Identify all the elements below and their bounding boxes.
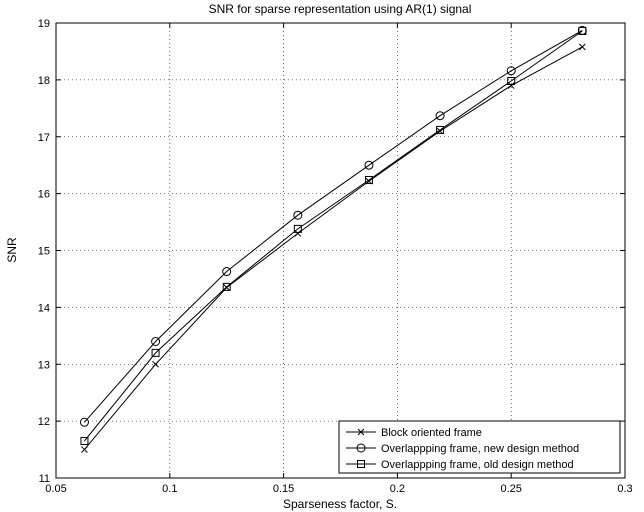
data-point: [79, 417, 89, 427]
data-point: [293, 210, 303, 220]
y-tick-label: 17: [38, 132, 50, 144]
axis-ticks: 0.05 0.1 0.15 0.2 0.25 0.3 11 12 13 14 15 16 17 18 19: [38, 18, 633, 495]
x-tick-label: 0.3: [617, 483, 632, 495]
data-point: [507, 82, 515, 89]
legend-marker: [357, 460, 365, 468]
y-tick-label: 16: [38, 189, 50, 201]
series-line: [84, 46, 583, 450]
x-tick-label: 0.15: [273, 483, 294, 495]
x-tick-label: 0.2: [390, 483, 405, 495]
data-point: [294, 230, 302, 237]
y-tick-label: 19: [38, 18, 50, 30]
data-point: [152, 360, 159, 368]
y-tick-label: 15: [38, 246, 50, 258]
data-point: [364, 160, 374, 170]
series-line: [84, 30, 583, 442]
y-axis-label: SNR: [5, 237, 19, 263]
legend-marker: [356, 443, 366, 453]
data-point: [364, 175, 373, 184]
y-tick-label: 14: [38, 302, 50, 314]
y-tick-label: 11: [39, 473, 50, 485]
legend-item: Block oriented frame: [346, 427, 482, 439]
legend-marker: [357, 428, 365, 436]
legend-label: Overlappping frame, old design method: [381, 459, 574, 471]
data-point: [151, 348, 160, 357]
data-point: [222, 282, 231, 291]
legend: Block oriented frame Overlappping frame, …: [338, 420, 621, 474]
data-point: [222, 267, 232, 277]
data-point: [507, 77, 516, 86]
y-tick-label: 13: [38, 359, 50, 371]
legend-item: Overlappping frame, old design method: [346, 459, 574, 471]
x-tick-label: 0.25: [500, 483, 521, 495]
data-point: [80, 437, 89, 446]
data-point: [578, 26, 587, 35]
data-point: [81, 446, 88, 453]
x-tick-label: 0.1: [162, 483, 177, 495]
data-point: [151, 337, 161, 346]
legend-label: Block oriented frame: [381, 427, 482, 439]
data-point: [436, 125, 445, 134]
legend-label: Overlappping frame, new design method: [381, 443, 579, 455]
data-point: [293, 224, 302, 233]
x-axis-label: Sparseness factor, S.: [283, 497, 397, 511]
data-point: [506, 66, 516, 76]
y-tick-label: 18: [38, 75, 50, 87]
series-line: [84, 29, 583, 423]
legend-box: [338, 420, 621, 474]
series-3: [80, 26, 587, 446]
chart-title: SNR for sparse representation using AR(1…: [209, 2, 472, 16]
y-tick-label: 12: [38, 416, 50, 428]
data-point: [578, 43, 586, 51]
series-layer: [79, 25, 587, 453]
x-tick-label: 0.05: [45, 483, 66, 495]
data-point: [435, 111, 445, 121]
grid: [56, 23, 625, 478]
legend-item: Overlappping frame, new design method: [346, 443, 579, 455]
series-1: [81, 43, 586, 453]
